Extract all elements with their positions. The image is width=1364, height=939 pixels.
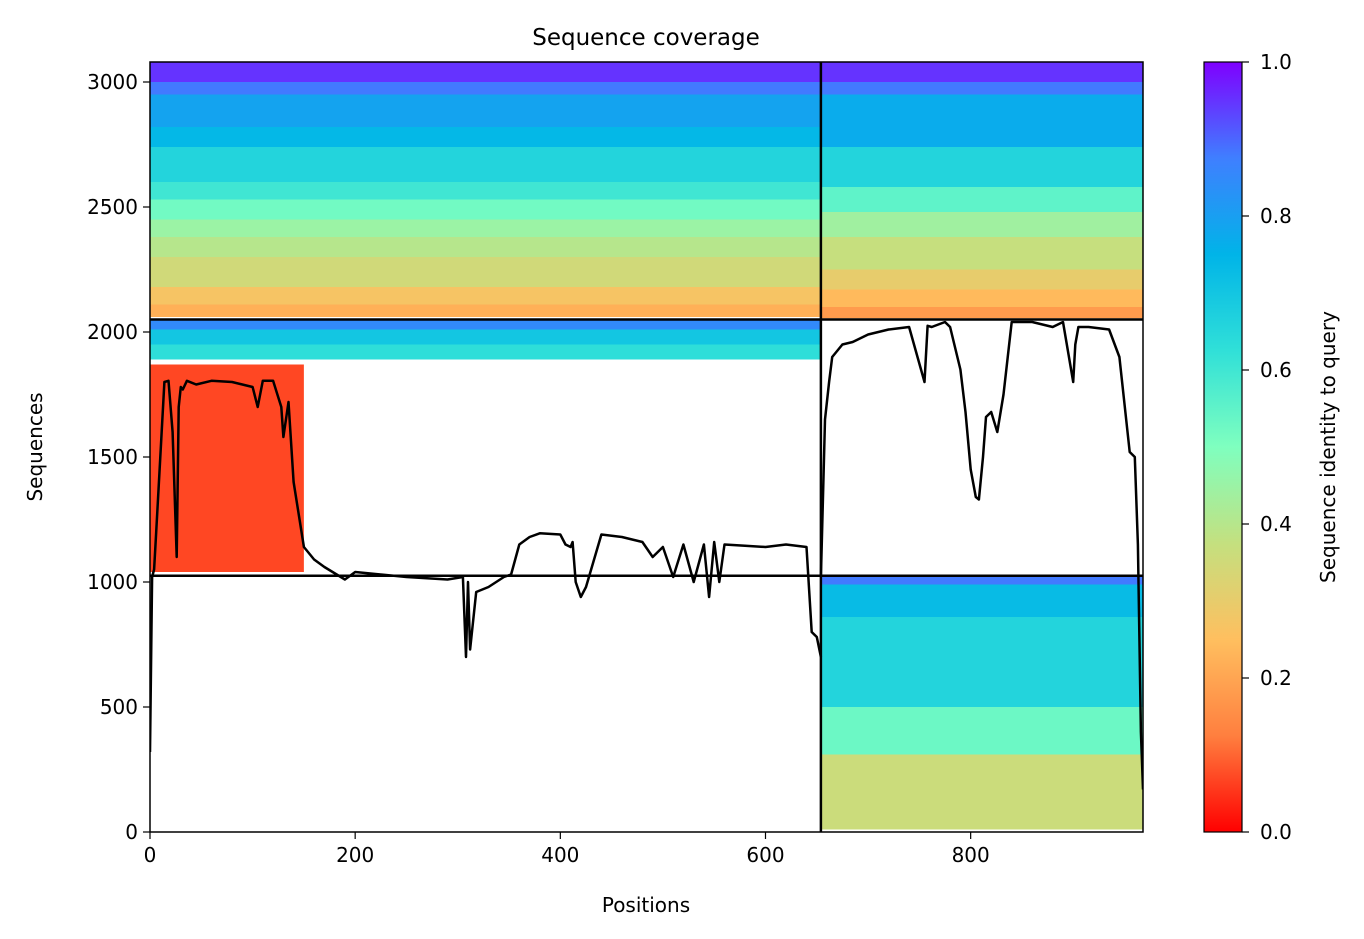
y-tick-label: 2500 bbox=[87, 195, 138, 219]
plot-frame bbox=[149, 61, 1144, 833]
chart-title: Sequence coverage bbox=[532, 25, 760, 51]
coverage-band-top-left bbox=[150, 199, 821, 220]
coverage-band-bottom-right bbox=[820, 617, 1143, 707]
coverage-band-bottom-right bbox=[820, 584, 1143, 617]
coverage-band-bottom-right bbox=[820, 707, 1143, 755]
colorbar bbox=[1203, 61, 1243, 833]
y-tick-label: 0 bbox=[125, 820, 138, 844]
coverage-band-middle-left bbox=[150, 344, 821, 360]
coverage-band-top-right bbox=[820, 269, 1143, 290]
coverage-band-top-left bbox=[150, 62, 821, 82]
colorbar-tick-label: 0.4 bbox=[1260, 512, 1292, 536]
coverage-band-top-left bbox=[150, 304, 821, 317]
colorbar-tick-label: 1.0 bbox=[1260, 50, 1292, 74]
colorbar-tick-label: 0.6 bbox=[1260, 358, 1292, 382]
y-tick-label: 2000 bbox=[87, 320, 138, 344]
coverage-band-top-left bbox=[150, 257, 821, 287]
coverage-band-top-right bbox=[820, 237, 1143, 270]
coverage-band-top-right bbox=[820, 82, 1143, 95]
coverage-band-top-left bbox=[150, 182, 821, 200]
y-tick-label: 3000 bbox=[87, 70, 138, 94]
coverage-band-top-right bbox=[820, 94, 1143, 147]
coverage-band-top-left bbox=[150, 287, 821, 305]
coverage-band-top-right bbox=[820, 212, 1143, 237]
coverage-band-top-right bbox=[820, 187, 1143, 212]
x-tick-label: 400 bbox=[541, 843, 579, 867]
coverage-band-top-right bbox=[820, 307, 1143, 319]
x-axis-label: Positions bbox=[602, 893, 690, 917]
x-tick-label: 800 bbox=[952, 843, 990, 867]
x-tick-label: 200 bbox=[336, 843, 374, 867]
coverage-band-top-left bbox=[150, 219, 821, 237]
coverage-band-top-left bbox=[150, 237, 821, 257]
y-tick-label: 1500 bbox=[87, 445, 138, 469]
colorbar-tick-label: 0.2 bbox=[1260, 666, 1292, 690]
x-tick-label: 0 bbox=[144, 843, 157, 867]
coverage-line-left bbox=[150, 379, 823, 753]
colorbar-label: Sequence identity to query bbox=[1316, 311, 1340, 583]
coverage-line-right bbox=[819, 320, 1143, 790]
colorbar-tick-label: 0.8 bbox=[1260, 204, 1292, 228]
block-boundaries bbox=[150, 62, 1143, 832]
coverage-band-top-right bbox=[820, 147, 1143, 187]
coverage-band-top-left bbox=[150, 82, 821, 95]
coverage-band-middle-left bbox=[150, 319, 821, 330]
y-tick-label: 1000 bbox=[87, 570, 138, 594]
coverage-lines bbox=[150, 320, 1143, 790]
y-axis-ticks: 0 500 1000 1500 2000 2500 3000 bbox=[87, 70, 150, 844]
x-tick-label: 600 bbox=[746, 843, 784, 867]
colorbar-ticks: 0.0 0.2 0.4 0.6 0.8 1.0 bbox=[1242, 50, 1292, 844]
coverage-band-top-right bbox=[820, 289, 1143, 307]
coverage-band-top-left bbox=[150, 94, 821, 127]
x-axis-ticks: 0 200 400 600 800 bbox=[144, 832, 990, 867]
colorbar-tick-label: 0.0 bbox=[1260, 820, 1292, 844]
coverage-band-bottom-right bbox=[820, 575, 1143, 585]
coverage-band-top-right bbox=[820, 62, 1143, 82]
coverage-band-bottom-right bbox=[820, 754, 1143, 830]
coverage-band-top-left bbox=[150, 127, 821, 147]
y-axis-label: Sequences bbox=[23, 392, 47, 501]
coverage-band-top-left bbox=[150, 147, 821, 182]
coverage-heatmap bbox=[150, 62, 1143, 830]
coverage-band-middle-left bbox=[150, 329, 821, 345]
y-tick-label: 500 bbox=[100, 695, 138, 719]
